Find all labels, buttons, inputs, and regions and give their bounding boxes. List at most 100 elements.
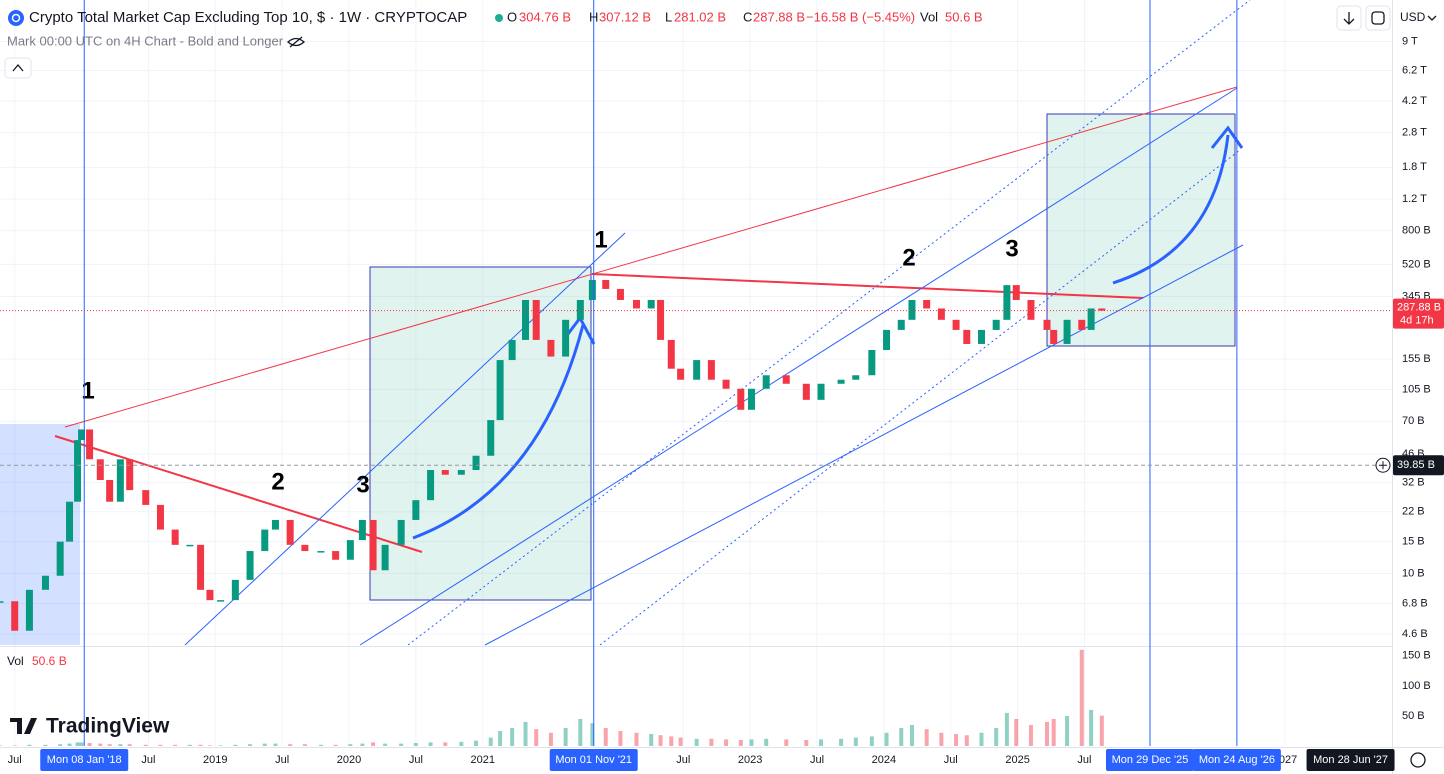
y-tick-label: 70 B [1402, 415, 1425, 427]
candle-body [496, 360, 504, 421]
symbol-title: Crypto Total Market Cap Excluding Top 10… [29, 9, 467, 26]
candle-body [837, 379, 845, 384]
candle-body [747, 388, 755, 410]
channel-line [484, 244, 1244, 646]
change-value: −16.58 B (−5.45%) [806, 9, 915, 24]
x-tick-label: 2019 [203, 754, 227, 766]
crosshair-date: Mon 28 Jun '27 [1313, 754, 1388, 766]
indicator-name: Mark 00:00 UTC on 4H Chart - Bold and Lo… [7, 33, 284, 48]
volume-bar [523, 721, 528, 746]
volume-bar [1051, 718, 1056, 746]
volume-bar [360, 743, 365, 746]
volume-bar [804, 739, 809, 746]
x-tick-label: Jul [409, 754, 423, 766]
volume-bar [187, 744, 192, 746]
volume-bar [218, 745, 223, 746]
tv-logo-text: TradingView [46, 715, 170, 738]
volume-pane-value: 50.6 B [32, 654, 67, 668]
candle-body [602, 280, 610, 289]
candle-body [963, 329, 971, 344]
volume-bar [371, 742, 376, 746]
candle-body [397, 519, 405, 545]
volume-bar [58, 744, 63, 746]
volume-bar [939, 732, 944, 746]
candle-body [952, 319, 960, 330]
volume-bar [678, 737, 683, 746]
candle-body [1063, 319, 1071, 344]
candle-body [908, 299, 916, 320]
symbol-logo [8, 10, 24, 26]
volume-bar [198, 744, 203, 746]
arrow [1112, 134, 1230, 285]
layout-button[interactable] [1365, 5, 1391, 31]
volume-bar [118, 744, 123, 746]
candle-body [923, 299, 931, 309]
y-tick-label: 9 T [1402, 35, 1418, 47]
candle-body [457, 470, 465, 475]
date-label: Mon 29 Dec '25 [1112, 754, 1189, 766]
collapse-button[interactable] [4, 57, 32, 79]
volume-bar [413, 742, 418, 746]
volume-bar [248, 744, 253, 746]
volume-bar [979, 732, 984, 746]
candle-body [472, 455, 480, 471]
x-tick-label: Jul [944, 754, 958, 766]
volume-bar [819, 739, 824, 746]
candle-body [271, 519, 279, 530]
wave-label: 2 [271, 468, 284, 495]
price-label-bg [1393, 298, 1444, 329]
candle-body [381, 544, 389, 571]
hide-icon[interactable] [287, 36, 305, 48]
candle-body [301, 544, 309, 552]
volume-bar [333, 744, 338, 746]
volume-bar [1045, 721, 1050, 746]
candle-body [156, 504, 164, 530]
volume-bar [79, 742, 84, 746]
x-tick-label: Jul [141, 754, 155, 766]
candle-body [852, 375, 860, 380]
arrow [412, 324, 585, 540]
volume-bar [318, 744, 323, 746]
volume-bar [233, 744, 238, 746]
volume-bar [853, 737, 858, 746]
volume-bar [207, 745, 212, 746]
y-tick-label: 105 B [1402, 383, 1431, 395]
trend-line [591, 273, 1144, 299]
volume-bar [399, 743, 404, 746]
candle-body [737, 388, 745, 410]
candle-body [802, 383, 810, 400]
y-tick-label: 6.2 T [1402, 65, 1427, 77]
candle-body [25, 589, 33, 631]
candle-body [992, 319, 1000, 330]
candle-body [56, 541, 64, 576]
y-tick-label: 155 B [1402, 353, 1431, 365]
volume-bar [443, 742, 448, 746]
y-tick-label: 15 B [1402, 536, 1425, 548]
candle-body [142, 490, 150, 505]
candle-body [1012, 285, 1020, 300]
candle-body [707, 360, 715, 380]
volume-bar [869, 736, 874, 746]
crosshair-plus [1379, 461, 1387, 470]
y-tick-label: 32 B [1402, 476, 1425, 488]
volume-bar [764, 738, 769, 746]
volume-bar [578, 718, 583, 746]
volume-bar [143, 744, 148, 746]
volume-bar [428, 742, 433, 746]
volume-bar [724, 739, 729, 746]
x-tick-label: Jul [810, 754, 824, 766]
volume-bar [534, 729, 539, 746]
ohlc-label: C [743, 9, 752, 24]
currency-selector[interactable]: USD [1400, 10, 1426, 24]
range-box [369, 266, 592, 601]
candle-body [217, 600, 225, 602]
volume-tick-label: 100 B [1402, 680, 1431, 692]
ohlc-value: 304.76 B [519, 9, 571, 24]
x-tick-label: 2021 [470, 754, 494, 766]
crosshair-price-bg [1393, 455, 1444, 476]
candle-body [522, 299, 530, 340]
candle-body [817, 383, 825, 400]
settings-button[interactable] [1410, 752, 1426, 768]
volume-bar [884, 732, 889, 746]
date-label-bg [1192, 749, 1281, 771]
